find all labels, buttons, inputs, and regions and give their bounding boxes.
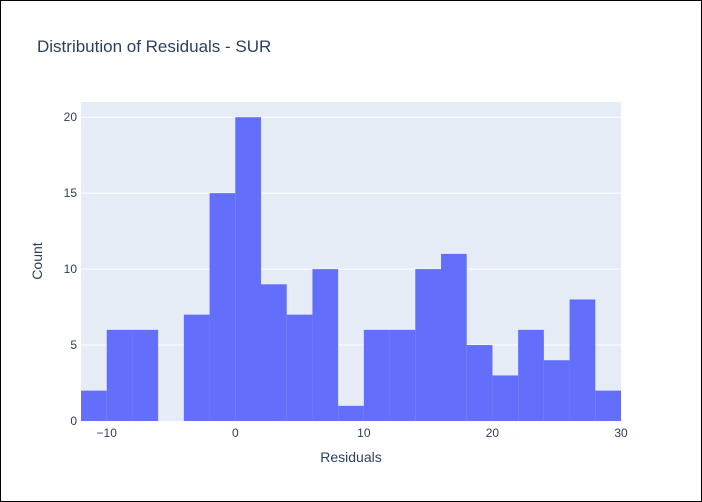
histogram-bar — [209, 193, 236, 421]
chart-title: Distribution of Residuals - SUR — [37, 37, 271, 56]
x-axis-ticks: −10 0 10 20 30 — [97, 426, 628, 440]
histogram-bar — [132, 329, 159, 421]
histogram-bar — [183, 314, 210, 421]
bars — [81, 117, 621, 421]
histogram-bar — [492, 375, 519, 421]
histogram-bar — [441, 253, 467, 421]
histogram-bar — [415, 269, 441, 421]
histogram-bar — [518, 329, 544, 421]
histogram-bar — [363, 329, 390, 421]
histogram-bar — [595, 390, 621, 421]
x-tick-label: 30 — [614, 426, 628, 440]
histogram-bar — [389, 329, 416, 421]
y-tick-label: 0 — [70, 414, 77, 428]
histogram-bar — [569, 299, 596, 421]
y-axis-ticks: 0 5 10 15 20 — [64, 110, 78, 428]
x-tick-label: 20 — [486, 426, 500, 440]
x-axis-title: Residuals — [320, 449, 381, 465]
histogram-bar — [338, 405, 364, 421]
histogram-bar — [106, 329, 133, 421]
y-tick-label: 15 — [64, 186, 78, 200]
y-axis-title: Count — [29, 242, 45, 279]
histogram-bar — [261, 284, 287, 421]
y-tick-label: 20 — [64, 110, 78, 124]
x-tick-label: 0 — [232, 426, 239, 440]
y-tick-label: 5 — [70, 338, 77, 352]
x-tick-label: −10 — [97, 426, 118, 440]
y-tick-label: 10 — [64, 262, 78, 276]
histogram-bar — [312, 269, 339, 421]
histogram-bar — [543, 360, 570, 421]
histogram-bar — [286, 314, 313, 421]
histogram-bar — [81, 390, 107, 421]
histogram-bar — [466, 345, 493, 421]
x-tick-label: 10 — [357, 426, 371, 440]
histogram-bar — [235, 117, 261, 421]
